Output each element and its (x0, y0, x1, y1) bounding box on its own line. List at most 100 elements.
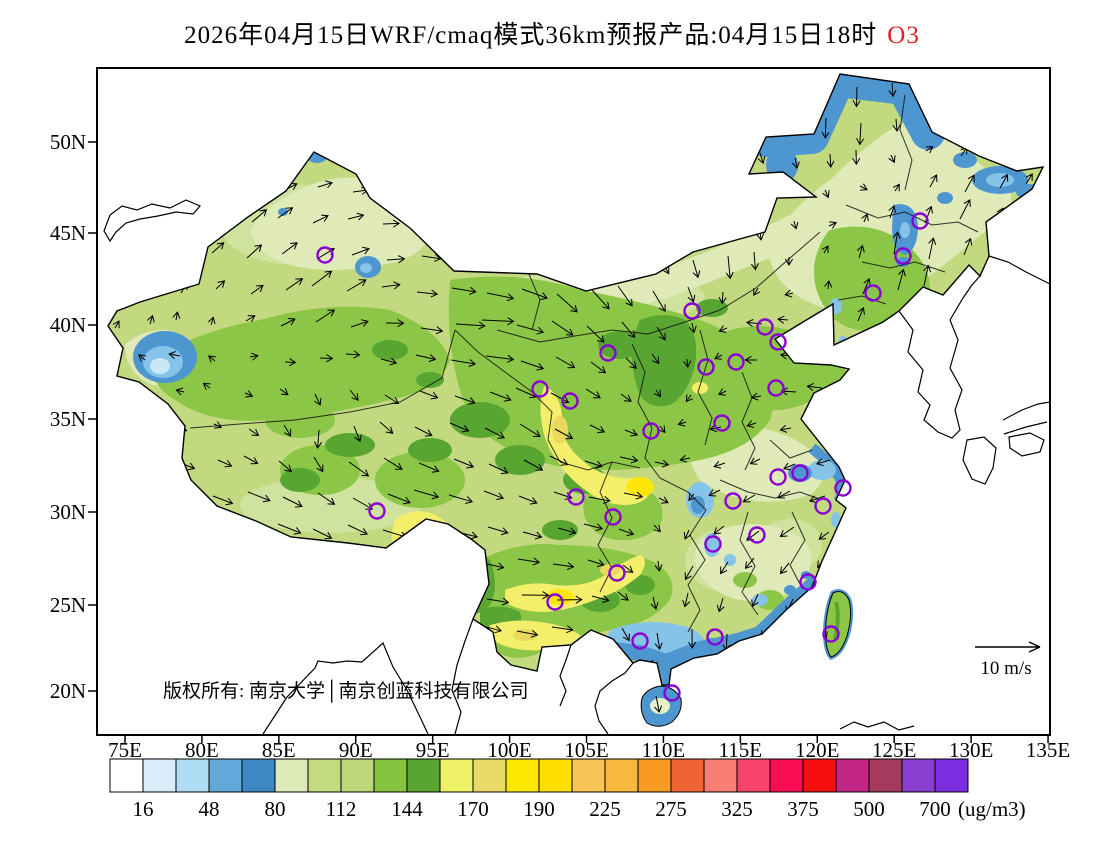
city-marker (567, 488, 585, 506)
city-marker (697, 358, 715, 376)
city-marker (727, 353, 745, 371)
colorbar-cell (901, 758, 936, 793)
laos-border-line (559, 644, 572, 707)
x-tick-label: 135E (1026, 738, 1070, 762)
colorbar-cell (835, 758, 870, 793)
colorbar-unit: (ug/m3) (958, 797, 1026, 821)
figure-title-main: 2026年04月15日WRF/cmaq模式36km预报产品:04月15日18时 (184, 21, 877, 49)
y-tick-label: 30N (50, 500, 86, 524)
city-marker (756, 318, 774, 336)
colorbar-cell (175, 758, 210, 793)
city-marker (769, 468, 787, 486)
copyright-text: 版权所有: 南京大学│南京创蓝科技有限公司 (163, 679, 529, 703)
city-markers (316, 212, 929, 702)
wind-legend-label: 10 m/s (980, 658, 1031, 679)
colorbar-cell (637, 758, 672, 793)
colorbar-cell (769, 758, 804, 793)
colorbar-cell (571, 758, 606, 793)
x-tick-label: 100E (487, 738, 531, 762)
x-tick-label: 90E (339, 738, 373, 762)
colorbar-boundary-label: 325 (721, 797, 753, 821)
x-tick-label: 125E (872, 738, 916, 762)
colorbar-cell (703, 758, 738, 793)
colorbar-boundary-label: 144 (391, 797, 423, 821)
china-outline (107, 73, 1045, 686)
luzon-coast-wiggle (839, 721, 915, 731)
city-marker (604, 508, 622, 526)
city-marker (799, 573, 817, 591)
lake-balkhash-outline (103, 199, 201, 243)
city-marker (769, 333, 787, 351)
x-tick-label: 120E (795, 738, 839, 762)
japan-shikoku-outline (1008, 432, 1045, 457)
colorbar-cell (538, 758, 573, 793)
colorbar-cell (802, 758, 837, 793)
city-marker (561, 392, 579, 410)
vietnam-coastline (594, 662, 634, 735)
colorbar-cell (373, 758, 408, 793)
city-marker (683, 302, 701, 320)
colorbar-cell (604, 758, 639, 793)
y-tick-label: 20N (50, 679, 86, 703)
city-marker (791, 464, 809, 482)
figure-title: 2026年04月15日WRF/cmaq模式36km预报产品:04月15日18时 O… (184, 21, 920, 49)
colorbar-boundary-label: 190 (523, 797, 555, 821)
colorbar-boundary-label: 48 (199, 797, 220, 821)
city-marker (748, 526, 766, 544)
colorbar-boundary-label: 112 (326, 797, 357, 821)
city-marker (663, 684, 681, 702)
colorbar-cell (406, 758, 441, 793)
x-tick-label: 110E (642, 738, 686, 762)
y-tick-label: 25N (50, 593, 86, 617)
colorbar-boundary-label: 225 (589, 797, 621, 821)
colorbar-boundary-label: 80 (265, 797, 286, 821)
y-tick-label: 50N (50, 130, 86, 154)
colorbar-boundary-label: 16 (133, 797, 154, 821)
city-marker (368, 502, 386, 520)
x-tick-label: 130E (949, 738, 993, 762)
colorbar-cell (142, 758, 177, 793)
city-marker (531, 380, 549, 398)
city-marker (834, 479, 852, 497)
city-marker (706, 628, 724, 646)
colorbar-cell (670, 758, 705, 793)
colorbar-boundary-label: 700 (919, 797, 951, 821)
map-frame (96, 67, 1051, 736)
colorbar-cell (868, 758, 903, 793)
bengal-coastline (262, 641, 429, 735)
latitude-axis: 50N 45N 40N 35N 30N 25N 20N (50, 130, 97, 703)
russia-coastline (988, 255, 1051, 285)
x-tick-label: 80E (185, 738, 219, 762)
city-marker (546, 593, 564, 611)
colorbar-boundary-label: 170 (457, 797, 489, 821)
city-marker (608, 564, 626, 582)
city-marker (724, 492, 742, 510)
x-tick-label: 115E (719, 738, 763, 762)
pollutant-label: O3 (887, 22, 920, 49)
wind-legend-arrow-icon (975, 641, 1041, 653)
city-marker (642, 422, 660, 440)
colorbar-cell (472, 758, 507, 793)
japan-kyushu-outline (962, 436, 997, 485)
city-marker (911, 212, 929, 230)
city-marker (767, 379, 785, 397)
x-tick-label: 95E (416, 738, 450, 762)
city-marker (599, 344, 617, 362)
colorbar-cell (274, 758, 309, 793)
y-tick-label: 35N (50, 407, 86, 431)
japan-honshu-coast-2 (1003, 421, 1048, 435)
colorbar-boundary-label: 275 (655, 797, 687, 821)
longitude-axis: 75E 80E 85E 90E 95E 100E 105E 110E 115E 120E 125E 1… (108, 735, 1070, 762)
wind-speed-legend: 10 m/s (975, 641, 1041, 679)
colorbar-cell (439, 758, 474, 793)
x-tick-label: 105E (564, 738, 608, 762)
foreign-coastlines (103, 199, 1051, 735)
city-marker (814, 497, 832, 515)
city-marker (713, 414, 731, 432)
y-tick-label: 45N (50, 221, 86, 245)
x-tick-label: 85E (262, 738, 296, 762)
city-marker (316, 246, 334, 264)
colorbar-cell (109, 758, 144, 793)
